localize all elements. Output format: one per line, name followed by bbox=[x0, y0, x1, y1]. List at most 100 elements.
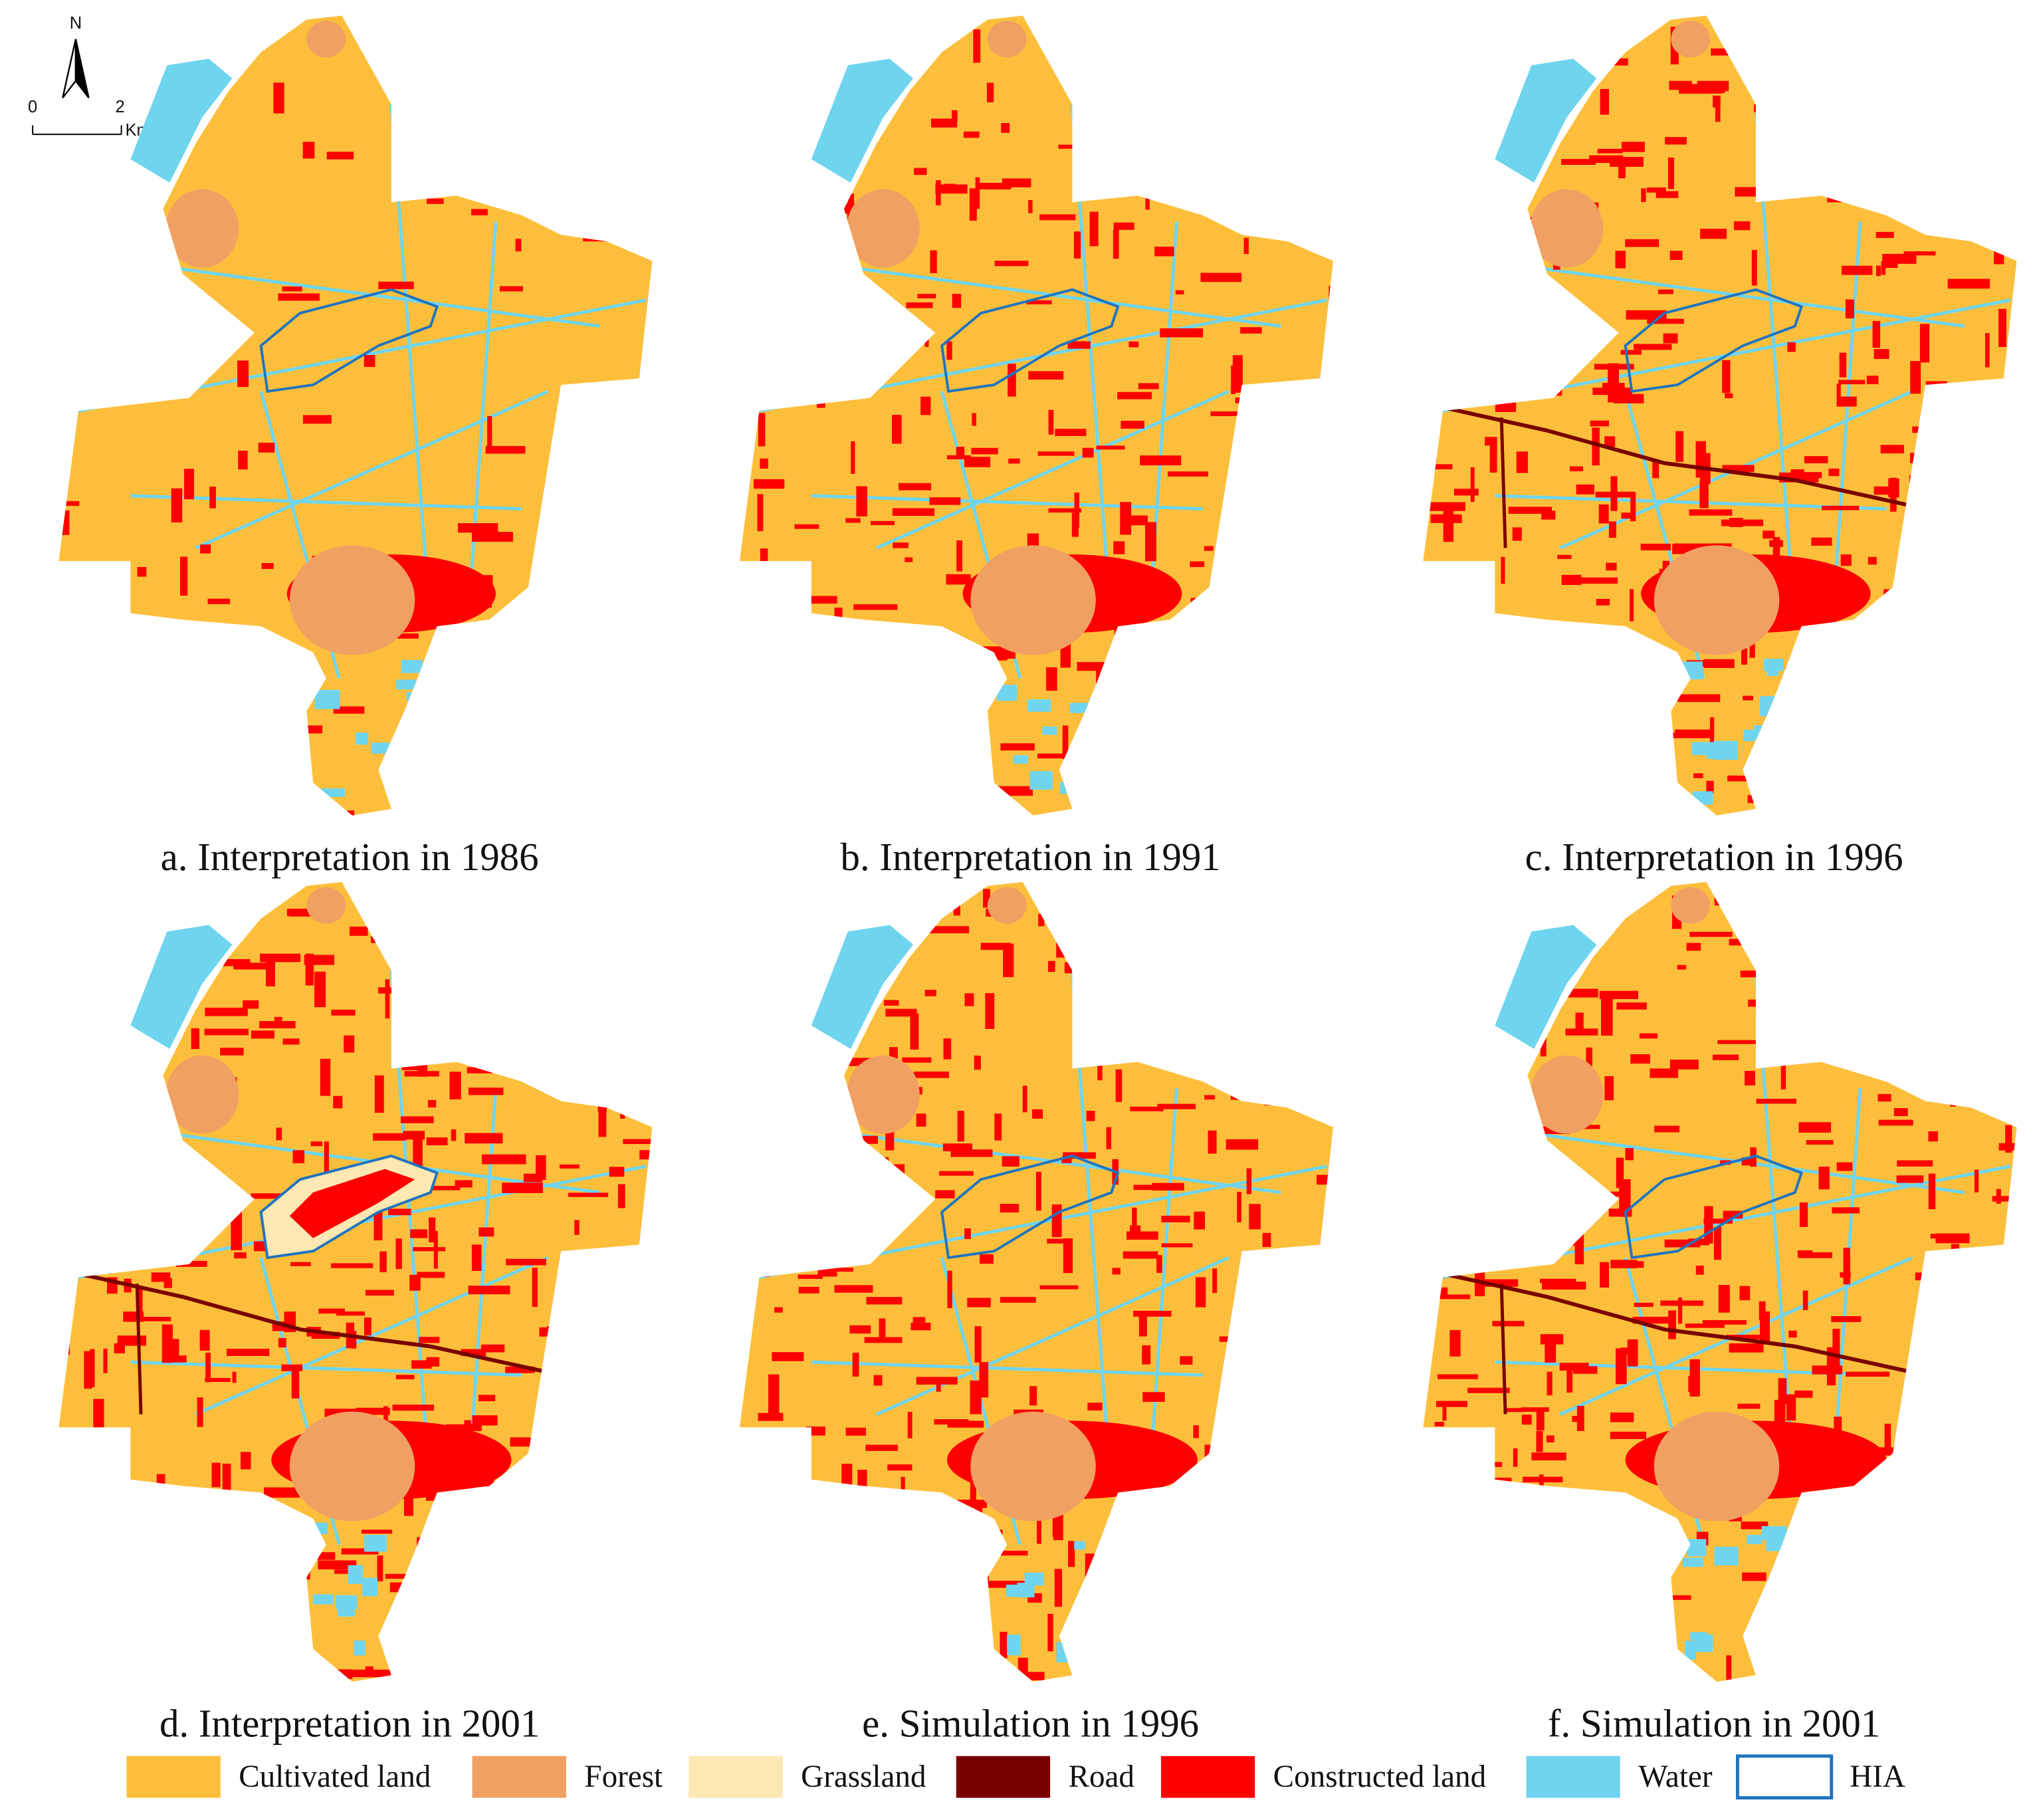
constructed-patch bbox=[1287, 699, 1307, 709]
constructed-patch bbox=[986, 1530, 1003, 1534]
constructed-patch bbox=[1511, 1094, 1520, 1124]
constructed-patch bbox=[879, 1157, 889, 1164]
constructed-patch bbox=[1998, 720, 2017, 725]
constructed-patch bbox=[1658, 673, 1679, 684]
constructed-patch bbox=[847, 193, 855, 224]
constructed-patch bbox=[1959, 467, 1988, 477]
water-patch bbox=[1068, 1640, 1085, 1654]
forest-area bbox=[846, 1055, 920, 1134]
constructed-patch bbox=[1597, 148, 1623, 154]
constructed-patch bbox=[1308, 1550, 1321, 1557]
water-patch bbox=[308, 1522, 328, 1535]
constructed-patch bbox=[1217, 679, 1223, 695]
constructed-patch bbox=[1950, 1093, 1956, 1107]
constructed-patch bbox=[218, 1681, 259, 1682]
constructed-patch bbox=[1089, 776, 1093, 808]
constructed-patch bbox=[1906, 512, 1915, 524]
constructed-patch bbox=[1190, 561, 1204, 568]
constructed-patch bbox=[1794, 1390, 1813, 1398]
constructed-patch bbox=[74, 1674, 104, 1682]
constructed-patch bbox=[1536, 1430, 1543, 1452]
constructed-patch bbox=[1899, 1421, 1943, 1432]
constructed-patch bbox=[1600, 88, 1610, 115]
constructed-patch bbox=[1828, 140, 1849, 151]
constructed-patch bbox=[827, 326, 846, 332]
constructed-patch bbox=[1232, 61, 1261, 70]
constructed-patch bbox=[1767, 84, 1774, 117]
constructed-patch bbox=[1595, 491, 1635, 498]
constructed-patch bbox=[1471, 612, 1485, 617]
constructed-patch bbox=[1136, 1659, 1159, 1664]
constructed-patch bbox=[231, 1652, 243, 1672]
constructed-patch bbox=[1068, 1541, 1075, 1567]
constructed-patch bbox=[266, 960, 275, 986]
constructed-patch bbox=[147, 1102, 152, 1128]
constructed-patch bbox=[1264, 532, 1271, 554]
constructed-patch bbox=[276, 1127, 282, 1141]
constructed-patch bbox=[1751, 250, 1757, 286]
constructed-patch bbox=[205, 1611, 211, 1626]
constructed-patch bbox=[1000, 1631, 1008, 1658]
constructed-patch bbox=[148, 1195, 157, 1209]
constructed-patch bbox=[1943, 133, 1963, 138]
constructed-patch bbox=[917, 294, 936, 298]
constructed-patch bbox=[841, 1156, 849, 1182]
constructed-patch bbox=[1077, 662, 1110, 671]
constructed-patch bbox=[236, 1193, 249, 1200]
constructed-patch bbox=[1922, 1036, 1948, 1046]
forest-area bbox=[306, 21, 346, 58]
constructed-patch bbox=[1910, 453, 1953, 463]
constructed-patch bbox=[1924, 572, 1935, 578]
constructed-patch bbox=[1811, 537, 1832, 546]
constructed-patch bbox=[1573, 806, 1600, 816]
constructed-patch bbox=[1980, 1250, 1989, 1260]
constructed-patch bbox=[2002, 1270, 2008, 1306]
constructed-patch bbox=[230, 893, 266, 899]
constructed-patch bbox=[916, 1113, 926, 1127]
water-patch bbox=[401, 1659, 421, 1674]
constructed-patch bbox=[1126, 956, 1155, 965]
constructed-patch bbox=[2021, 1447, 2030, 1486]
constructed-patch bbox=[1279, 1520, 1294, 1526]
canal bbox=[876, 390, 1230, 550]
constructed-patch bbox=[865, 1444, 898, 1451]
constructed-patch bbox=[1869, 61, 1876, 76]
constructed-patch bbox=[1046, 667, 1057, 691]
constructed-patch bbox=[1194, 1469, 1200, 1490]
constructed-patch bbox=[117, 1335, 146, 1346]
constructed-patch bbox=[1798, 472, 1822, 479]
constructed-patch bbox=[1446, 1678, 1458, 1682]
constructed-patch bbox=[481, 1344, 505, 1353]
constructed-patch bbox=[1436, 1287, 1448, 1296]
constructed-patch bbox=[1520, 1233, 1557, 1238]
constructed-patch bbox=[1501, 556, 1505, 584]
constructed-patch bbox=[535, 718, 546, 731]
constructed-patch bbox=[1513, 1448, 1518, 1467]
constructed-patch bbox=[1610, 1505, 1653, 1516]
constructed-patch bbox=[1868, 36, 1876, 71]
constructed-patch bbox=[1650, 1068, 1679, 1078]
constructed-patch bbox=[1207, 982, 1243, 992]
water-patch bbox=[1087, 1643, 1098, 1652]
constructed-patch bbox=[422, 1620, 446, 1629]
constructed-patch bbox=[1806, 760, 1811, 788]
constructed-patch bbox=[651, 1577, 653, 1583]
constructed-patch bbox=[845, 1427, 867, 1436]
constructed-patch bbox=[264, 1487, 300, 1498]
constructed-patch bbox=[1773, 943, 1792, 950]
constructed-patch bbox=[1232, 355, 1243, 393]
constructed-patch bbox=[446, 1424, 482, 1431]
constructed-patch bbox=[1838, 396, 1857, 407]
constructed-patch bbox=[1310, 1288, 1319, 1316]
constructed-patch bbox=[1832, 1329, 1840, 1368]
constructed-patch bbox=[620, 1080, 625, 1119]
constructed-patch bbox=[1790, 469, 1804, 474]
constructed-patch bbox=[2008, 1604, 2017, 1612]
constructed-patch bbox=[769, 1146, 774, 1177]
constructed-patch bbox=[1806, 1140, 1834, 1145]
constructed-patch bbox=[963, 131, 980, 138]
constructed-patch bbox=[1928, 1173, 1936, 1210]
constructed-patch bbox=[1315, 738, 1333, 746]
constructed-patch bbox=[1281, 1424, 1306, 1432]
constructed-patch bbox=[1163, 800, 1196, 808]
